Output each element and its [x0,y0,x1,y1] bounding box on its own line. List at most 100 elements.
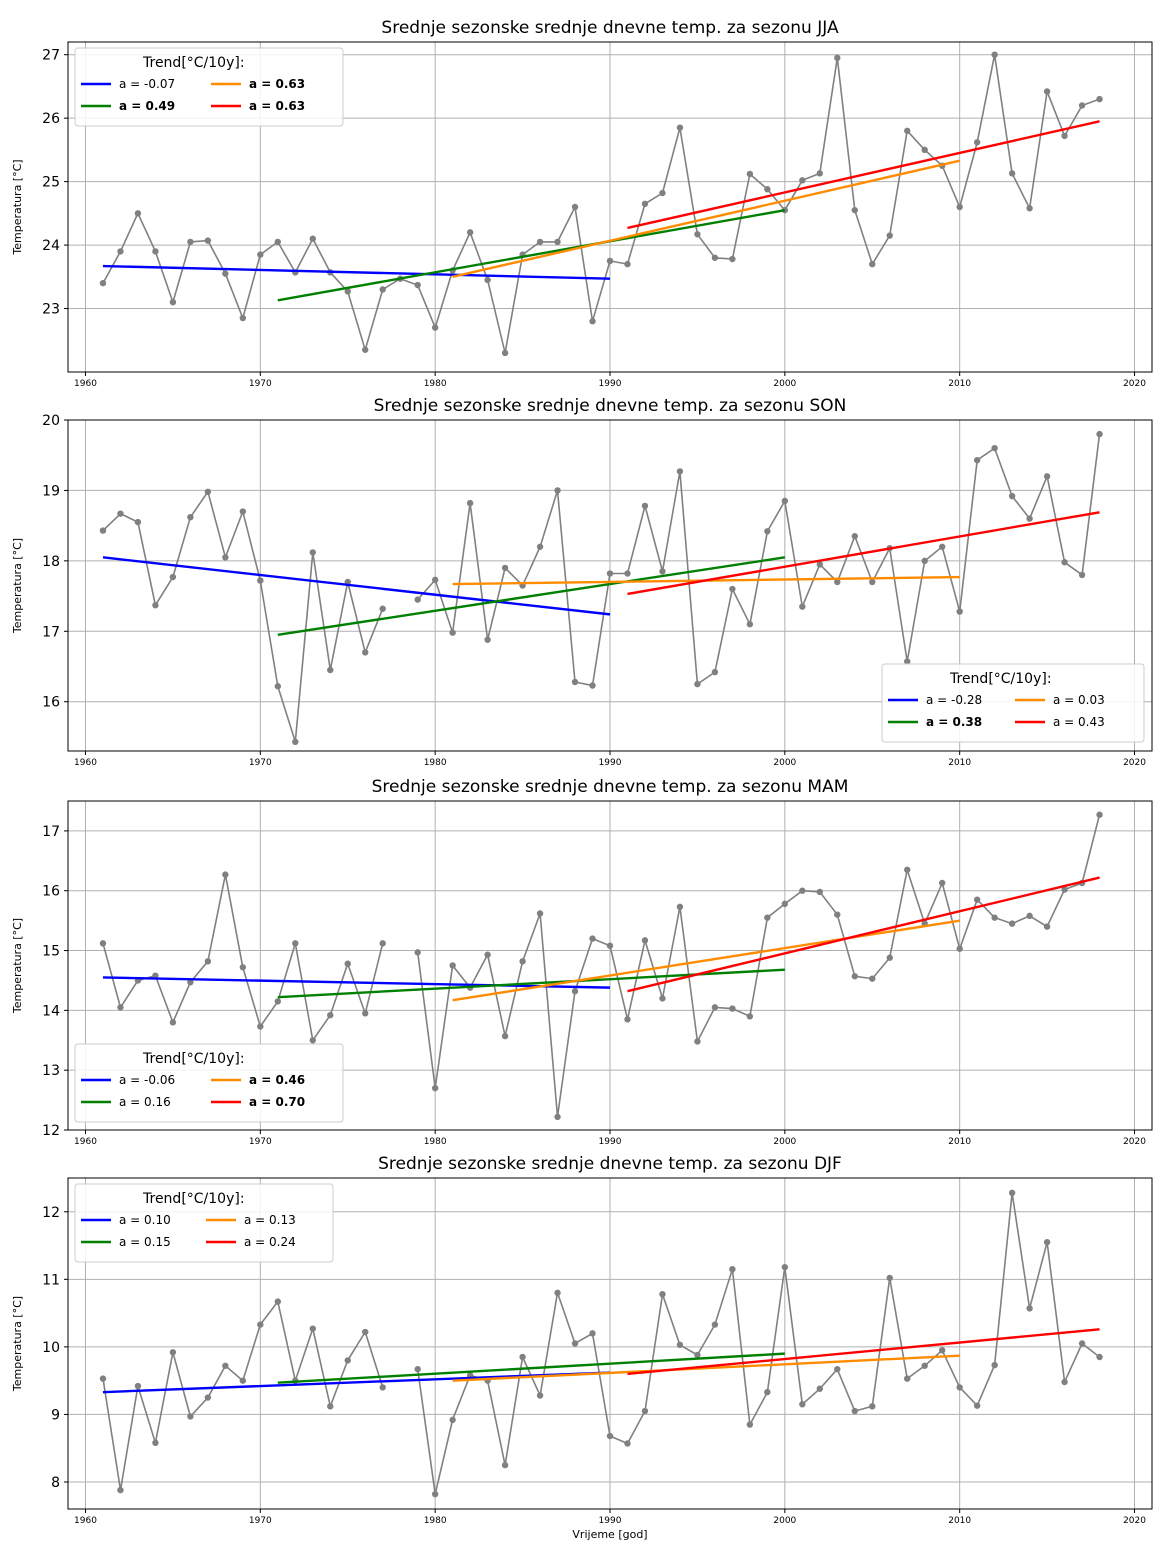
x-tick-label: 1970 [249,379,272,389]
trend-line [102,264,611,280]
data-point [344,288,351,295]
data-point [327,666,334,674]
data-point [1061,886,1068,893]
legend-entry-label: a = 0.46 [249,1073,305,1087]
legend-title: Trend[°C/10y]: [142,55,245,71]
legend-entry-label: a = 0.43 [1053,715,1105,729]
data-point [134,210,142,217]
data-point [746,1013,754,1020]
data-point [886,954,893,961]
data-point [309,1037,316,1044]
data-point [274,998,282,1005]
data-point [589,1330,596,1337]
data-point [501,564,509,572]
trend-line [627,1328,1100,1376]
legend-entry-label: a = 0.13 [244,1213,296,1227]
x-tick-label: 2020 [1123,758,1146,768]
data-point [1061,1378,1068,1386]
data-point [431,1490,439,1498]
data-point [327,1403,334,1410]
trend-line [452,919,960,1002]
data-point [816,561,824,568]
data-point [641,937,649,944]
data-point [484,951,491,958]
data-point [466,229,474,236]
data-point [519,1353,526,1361]
data-point [711,668,719,676]
y-tick-label: 26 [42,111,60,127]
data-point [1078,102,1086,109]
legend: Trend[°C/10y]: a = -0.06 a = 0.46 a = 0.16 a… [74,1043,344,1123]
y-tick-label: 23 [42,302,60,318]
data-point [274,238,282,246]
data-point [991,1361,998,1369]
data-point [694,680,701,688]
data-point [449,1416,456,1424]
data-point [641,502,649,510]
x-tick-label: 1990 [599,758,622,768]
x-tick-label: 2010 [948,1137,971,1147]
data-point [729,1005,736,1012]
data-point [484,636,491,643]
data-point [921,146,928,154]
data-point [991,914,998,921]
x-tick-label: 1980 [424,379,447,389]
data-point [606,942,614,949]
data-point [1078,1340,1086,1347]
data-point [362,1328,369,1336]
x-tick-label: 1970 [249,1137,272,1147]
data-point [624,260,631,268]
data-point [362,346,369,353]
data-point [869,975,876,982]
y-tick-label: 14 [42,1003,60,1019]
data-point [571,1340,579,1347]
data-point [536,1392,544,1399]
x-axis-label: Vrijeme [god] [572,1528,647,1541]
data-point [938,1347,946,1354]
x-tick-label: 1990 [599,379,622,389]
x-tick-label: 2000 [773,379,796,389]
data-point [257,251,264,258]
data-point [501,1461,509,1469]
data-point [187,238,194,246]
data-point [501,349,509,357]
data-point [536,910,544,917]
data-point [973,1402,981,1409]
legend-title: Trend[°C/10y]: [949,671,1052,687]
data-point [117,510,124,517]
data-point [1061,132,1068,140]
data-point [1043,473,1051,480]
trend-line [277,208,786,302]
data-point [799,1401,806,1408]
x-tick-label: 1990 [599,1516,622,1526]
legend-box [881,663,1145,743]
data-point [431,324,439,331]
data-point [239,964,247,971]
data-point [973,139,981,146]
data-point [921,1362,928,1369]
data-point [152,602,159,609]
x-tick-label: 2020 [1123,379,1146,389]
x-tick-label: 1960 [74,1516,97,1526]
data-point [851,1407,858,1415]
data-point [187,1413,194,1420]
trend-line [102,556,611,616]
data-point [222,1362,229,1369]
data-point [886,1274,893,1282]
data-point [869,1403,876,1410]
data-point [292,940,299,947]
x-tick-label: 1980 [424,1516,447,1526]
data-point [222,871,229,878]
data-point [571,988,579,995]
data-point [869,260,876,268]
data-point [222,270,229,277]
x-tick-label: 2010 [948,758,971,768]
legend-entry-label: a = 0.10 [119,1213,171,1227]
x-tick-label: 2000 [773,758,796,768]
data-point [99,1375,107,1382]
data-point [606,570,614,577]
data-point [344,1357,351,1364]
data-point [309,235,316,242]
data-point [1096,95,1103,103]
data-point [449,962,456,969]
